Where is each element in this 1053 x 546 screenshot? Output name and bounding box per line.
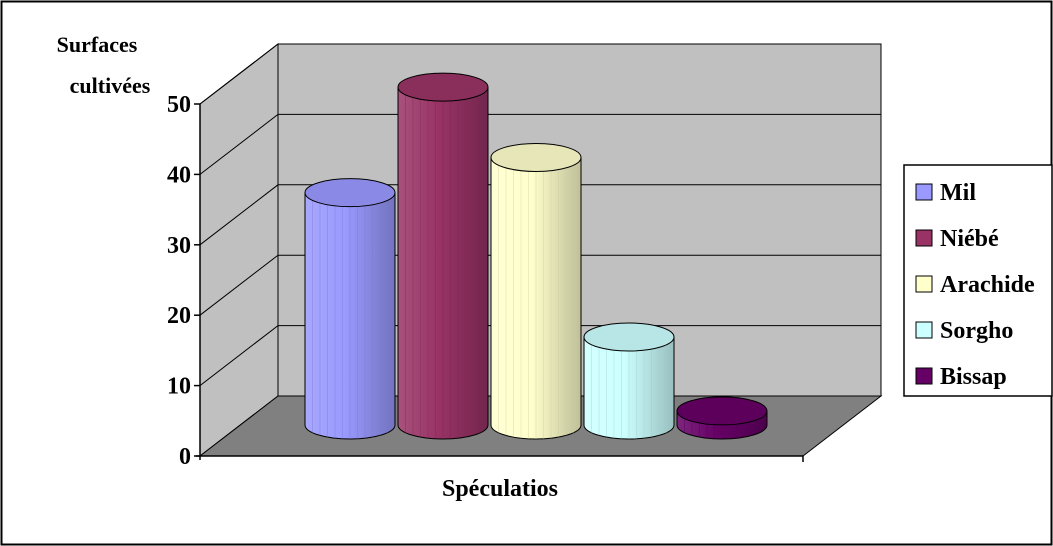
gridline bbox=[199, 254, 881, 316]
gridline bbox=[199, 43, 881, 105]
legend-label: Arachide bbox=[940, 272, 1035, 298]
bar-niébé bbox=[397, 72, 489, 440]
bar-arachide bbox=[490, 142, 582, 440]
bar-top bbox=[304, 178, 396, 208]
bar-top bbox=[397, 72, 489, 102]
bar-top bbox=[583, 322, 675, 352]
legend-item-niébé: Niébé bbox=[915, 226, 999, 252]
y-tick-label: 40 bbox=[167, 162, 191, 188]
y-tick-label: 10 bbox=[167, 374, 191, 400]
legend-label: Niébé bbox=[940, 226, 999, 252]
y-tick-label: 30 bbox=[167, 233, 191, 259]
bar-top bbox=[490, 142, 582, 172]
legend-swatch bbox=[915, 367, 933, 385]
legend-label: Sorgho bbox=[940, 318, 1013, 344]
y-tick-labels: 0 10 20 30 40 50 bbox=[167, 92, 191, 470]
bar-sorgho bbox=[583, 322, 675, 440]
legend-label: Bissap bbox=[940, 364, 1007, 390]
legend-swatch bbox=[915, 275, 933, 293]
y-tick-label: 0 bbox=[179, 444, 191, 470]
y-axis bbox=[194, 103, 804, 462]
legend-item-mil: Mil bbox=[915, 180, 976, 206]
legend-swatch bbox=[915, 229, 933, 247]
bars bbox=[304, 72, 768, 440]
bar-top bbox=[676, 396, 768, 426]
y-axis-label-line2: cultivées bbox=[70, 73, 151, 98]
bar-mil bbox=[304, 178, 396, 440]
gridline bbox=[199, 325, 881, 386]
side-wall bbox=[199, 42, 279, 458]
gridline bbox=[199, 184, 881, 246]
legend-item-sorgho: Sorgho bbox=[915, 318, 1013, 344]
y-tick-label: 20 bbox=[167, 303, 191, 329]
legend-swatch bbox=[915, 183, 933, 201]
y-tick-label: 50 bbox=[167, 92, 191, 118]
legend-swatch bbox=[915, 321, 933, 339]
legend-item-bissap: Bissap bbox=[915, 364, 1007, 390]
gridlines bbox=[199, 43, 881, 386]
legend-label: Mil bbox=[940, 180, 976, 206]
legend: Mil Niébé Arachide Sorgho Bissap bbox=[903, 164, 1053, 397]
y-axis-label-line1: Surfaces bbox=[57, 32, 138, 57]
legend-item-arachide: Arachide bbox=[915, 272, 1035, 298]
x-axis-label: Spéculatios bbox=[442, 476, 558, 502]
gridline bbox=[199, 113, 881, 175]
bar-bissap bbox=[676, 396, 768, 440]
